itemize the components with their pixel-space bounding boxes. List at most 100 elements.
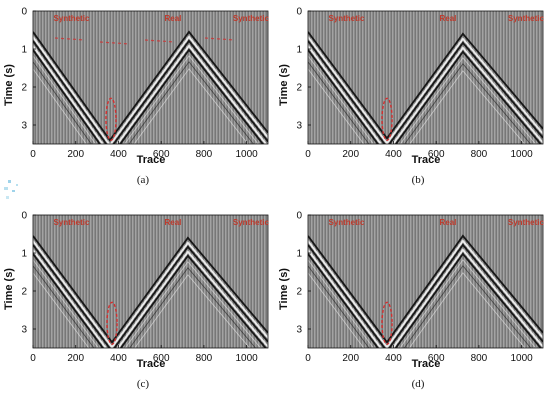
seismic-event-line [308, 239, 543, 348]
seismic-event-line [308, 36, 543, 144]
x-tick-label: 200 [67, 149, 84, 160]
x-tick-label: 800 [471, 353, 488, 364]
x-tick-label: 400 [110, 353, 127, 364]
region-label: Synthetic [53, 14, 90, 23]
region-label: Real [439, 14, 456, 23]
region-label: Synthetic [233, 218, 270, 227]
y-tick-label: 1 [21, 45, 27, 56]
seismic-event-line [308, 272, 526, 348]
seismic-event-line [33, 259, 262, 348]
seismic-event-line [308, 55, 537, 144]
plot-frame [32, 10, 269, 145]
seismic-plot-c: Synthetic Real Synthetic 0 200 400 600 800 1000 0… [21, 211, 270, 365]
x-tick-label: 200 [342, 353, 359, 364]
y-axis-label: Time (s) [278, 268, 290, 310]
event-group [308, 31, 543, 144]
region-label: Synthetic [233, 14, 270, 23]
panel-d: Synthetic Real Synthetic 0 200 400 600 800 1000 0… [275, 204, 550, 408]
region-label: Real [439, 218, 456, 227]
panel-c: Synthetic Real Synthetic 0 200 400 600 800 1000 0… [0, 204, 275, 408]
seismic-event-line [33, 272, 251, 348]
x-tick-label: 800 [196, 353, 213, 364]
x-tick-label: 400 [385, 149, 402, 160]
panel-caption: (d) [411, 378, 425, 390]
seismic-event-line [33, 55, 259, 144]
y-tick-label: 2 [296, 83, 302, 94]
region-label: Synthetic [328, 14, 365, 23]
x-tick-label: 1000 [511, 149, 534, 160]
y-tick-label: 3 [296, 325, 302, 336]
x-axis-label: Trace [136, 358, 166, 370]
y-tick-label: 2 [21, 83, 27, 94]
x-tick-label: 600 [428, 353, 445, 364]
region-label: Real [164, 218, 181, 227]
plot-frame [32, 214, 269, 349]
seismic-event-line [308, 45, 543, 144]
seismic-event-line [33, 30, 268, 142]
y-tick-label: 2 [296, 287, 302, 298]
seismic-event-line [33, 249, 268, 348]
plot-frame [307, 10, 544, 145]
seismic-event-line [308, 68, 526, 144]
seismic-event-line [33, 235, 268, 344]
y-tick-label: 1 [296, 249, 302, 260]
x-tick-label: 0 [30, 353, 36, 364]
x-tick-label: 0 [305, 353, 311, 364]
x-tick-label: 400 [385, 353, 402, 364]
x-tick-label: 400 [110, 149, 127, 160]
x-tick-label: 200 [342, 149, 359, 160]
annotation-mark [54, 37, 86, 41]
seismic-event-line [308, 31, 543, 140]
y-axis-label: Time (s) [3, 64, 15, 106]
seismic-event-line [33, 240, 268, 348]
x-tick-label: 1000 [511, 353, 534, 364]
y-tick-label: 1 [296, 45, 302, 56]
seismic-event-line [33, 48, 264, 144]
seismic-event-line [308, 252, 542, 348]
seismic-event-line [33, 68, 249, 144]
plot-background [308, 215, 543, 348]
x-tick-label: 1000 [236, 149, 259, 160]
seismic-event-line [33, 265, 257, 348]
seismic-event-line [308, 40, 543, 144]
seismic-event-line [308, 234, 543, 344]
seismic-event-line [33, 61, 254, 144]
seismic-event-line [308, 259, 537, 348]
panel-a: Synthetic Real Synthetic 0 200 400 600 800 1000 0… [0, 0, 275, 204]
x-tick-label: 600 [153, 353, 170, 364]
seismic-event-line [33, 253, 267, 348]
x-tick-label: 1000 [236, 353, 259, 364]
x-tick-label: 600 [428, 149, 445, 160]
event-group [33, 235, 268, 348]
region-label: Real [164, 14, 181, 23]
annotation-mark [99, 41, 131, 45]
region-label: Synthetic [328, 218, 365, 227]
x-axis-label: Trace [411, 358, 441, 370]
x-tick-label: 800 [196, 149, 213, 160]
panel-caption: (c) [136, 378, 150, 390]
x-tick-label: 0 [305, 149, 311, 160]
x-axis-label: Trace [136, 154, 166, 166]
x-tick-label: 600 [153, 149, 170, 160]
region-label: Synthetic [508, 14, 545, 23]
y-tick-label: 1 [21, 249, 27, 260]
annotation-ellipse [381, 97, 393, 142]
scan-artifact-icon [4, 180, 18, 199]
y-axis-label: Time (s) [278, 64, 290, 106]
x-tick-label: 800 [471, 149, 488, 160]
annotation-mark [204, 37, 236, 41]
y-tick-label: 0 [296, 211, 302, 222]
y-tick-label: 3 [21, 121, 27, 132]
region-label: Synthetic [508, 218, 545, 227]
y-tick-label: 3 [296, 121, 302, 132]
y-tick-label: 2 [21, 287, 27, 298]
seismic-plot-d: Synthetic Real Synthetic 0 200 400 600 800 1000 0… [296, 211, 545, 365]
seismic-event-line [308, 61, 532, 144]
seismic-event-line [33, 35, 268, 144]
seismic-event-line [308, 243, 543, 348]
plot-frame [307, 214, 544, 349]
seismic-plot-a: Synthetic Real Synthetic 0 200 400 600 800 1000 0… [21, 7, 270, 161]
y-tick-label: 0 [21, 211, 27, 222]
seismic-event-line [308, 248, 543, 348]
x-tick-label: 200 [67, 353, 84, 364]
